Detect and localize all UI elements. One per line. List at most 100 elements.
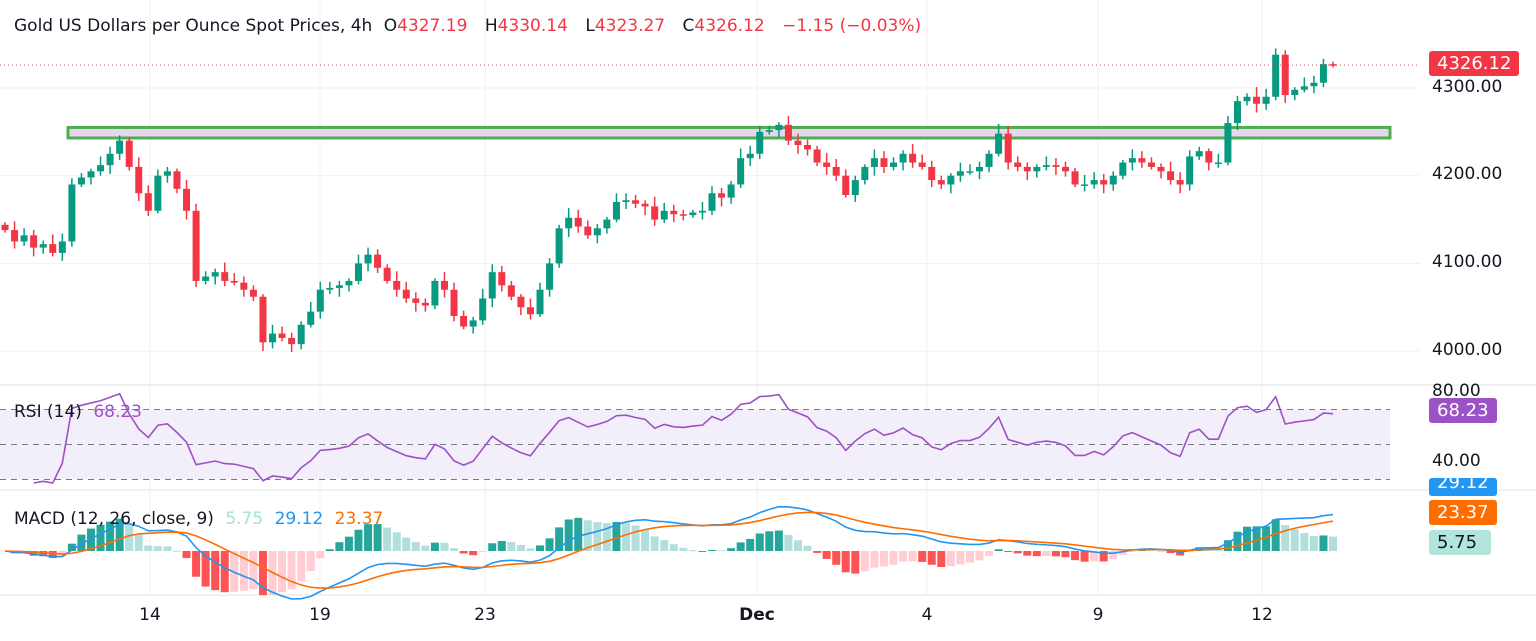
macd-value-tag: 29.12 [1429,478,1497,496]
candle-up [765,130,773,132]
macd-histogram-bar [727,548,736,551]
macd-histogram-bar [440,542,449,551]
candle-up [1128,158,1136,163]
macd-histogram-bar [411,542,420,551]
candle-up [737,158,745,185]
macd-histogram-bar [793,540,802,551]
candle-up [1081,184,1089,186]
candle-down [784,124,792,141]
macd-histogram-bar [564,519,573,551]
candle-up [612,202,620,220]
macd-signal-tag: 23.37 [1429,500,1497,525]
macd-histogram-bar [96,524,105,551]
candle-down [1100,180,1108,185]
candle-up [976,166,984,172]
macd-histogram-bar [335,542,344,551]
candle-down [259,296,267,343]
symbol-title: Gold US Dollars per Ounce Spot Prices, 4… [14,16,373,36]
candle-down [517,296,525,308]
macd-histogram-bar [717,550,726,552]
candle-up [1272,54,1280,97]
candle-down [249,289,257,297]
macd-histogram-bar [927,551,936,565]
candle-down [794,140,802,146]
macd-histogram-bar [1223,540,1232,551]
macd-line [4,505,1334,600]
macd-histogram-bar [125,524,134,551]
candle-up [1195,151,1203,157]
macd-histogram-bar [536,545,545,551]
candle-up [1109,175,1117,185]
change-value: −1.15 (−0.03%) [782,16,922,36]
candle-down [1014,162,1022,167]
macd-histogram-bar [1243,526,1252,551]
candle-up [488,272,496,299]
candle-up [1214,162,1222,165]
macd-hist-value: 5.75 [225,509,264,529]
macd-histogram-bar [344,536,353,551]
macd-histogram-bar [392,532,401,551]
candle-down [402,289,410,299]
macd-histogram-bar [1051,551,1060,557]
macd-histogram-bar [641,529,650,551]
macd-histogram-bar [459,551,468,554]
candle-up [995,133,1003,154]
macd-histogram-bar [832,551,841,565]
macd-histogram-bar [239,551,248,591]
candle-up [1033,166,1041,172]
macd-histogram-bar [325,549,334,551]
candle-down [1138,158,1146,163]
date-tick: 12 [1251,605,1273,625]
candle-up [316,289,324,312]
candle-up [87,171,95,178]
candle-up [97,165,105,172]
candle-down [135,166,143,194]
candle-up [1224,123,1232,163]
macd-histogram-bar [688,550,697,552]
candle-up [58,241,66,253]
candle-up [106,153,114,166]
macd-histogram-bar [622,522,631,551]
rsi-value-tag: 68.23 [1429,398,1497,423]
candle-up [20,235,28,242]
candle-up [1310,82,1318,87]
macd-histogram-bar [220,551,229,593]
macd-histogram-bar [258,551,267,596]
candle-down [651,206,659,220]
low-label: L [585,16,595,36]
candle-down [412,298,420,303]
candle-down [288,337,296,345]
macd-histogram-bar [1071,551,1080,561]
candle-up [746,153,754,159]
candle-up [68,184,76,242]
candle-down [450,289,458,317]
candle-down [1329,64,1337,66]
macd-hist-tag: 5.75 [1429,530,1492,555]
candle-up [899,153,907,163]
macd-histogram-bar [545,538,554,551]
macd-histogram-bar [1023,551,1032,556]
candle-down [1004,133,1012,163]
candle-down [1167,171,1175,181]
macd-histogram-bar [1309,535,1318,551]
candle-up [345,280,353,286]
candle-up [698,210,706,213]
candle-down [507,285,515,297]
candle-down [928,166,936,181]
macd-histogram-bar [593,522,602,551]
macd-histogram-bar [497,540,506,551]
macd-histogram-bar [421,545,430,551]
candle-up [1319,64,1327,83]
macd-legend: MACD (12, 26, close, 9) 5.75 29.12 23.37 [14,509,389,529]
candle-down [813,149,821,163]
macd-histogram-bar [994,549,1003,551]
macd-histogram-bar [1329,536,1337,551]
macd-signal-line [4,511,1334,589]
date-tick: Dec [739,605,775,625]
candle-up [1042,165,1050,167]
candle-down [393,280,401,290]
candle-down [1071,171,1079,185]
resistance-zone [66,125,1392,140]
candle-down [832,166,840,176]
